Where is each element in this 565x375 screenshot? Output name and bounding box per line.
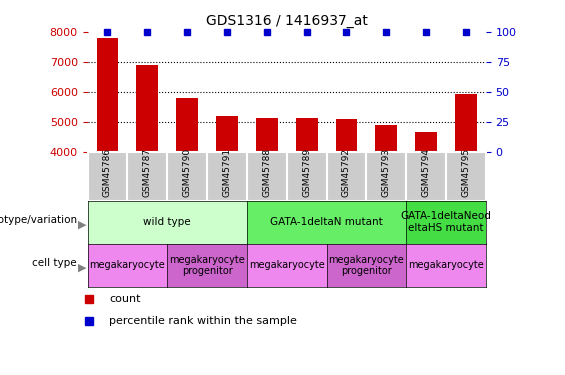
Text: GSM45795: GSM45795	[462, 148, 471, 197]
Text: ▶: ▶	[78, 262, 86, 273]
Text: percentile rank within the sample: percentile rank within the sample	[109, 316, 297, 326]
Text: megakaryocyte: megakaryocyte	[408, 260, 484, 270]
Text: GSM45787: GSM45787	[143, 148, 152, 197]
Text: genotype/variation: genotype/variation	[0, 215, 77, 225]
Title: GDS1316 / 1416937_at: GDS1316 / 1416937_at	[206, 14, 368, 28]
Text: GSM45793: GSM45793	[382, 148, 391, 197]
Text: count: count	[109, 294, 141, 304]
Text: megakaryocyte: megakaryocyte	[89, 260, 166, 270]
Bar	[336, 118, 358, 152]
Bar	[295, 118, 318, 152]
Text: GSM45788: GSM45788	[262, 148, 271, 197]
Text: GSM45790: GSM45790	[182, 148, 192, 197]
Text: GSM45791: GSM45791	[223, 148, 232, 197]
Text: wild type: wild type	[144, 217, 191, 227]
Text: GSM45792: GSM45792	[342, 148, 351, 197]
Bar	[216, 116, 238, 152]
Bar	[256, 118, 278, 152]
Text: cell type: cell type	[32, 258, 77, 268]
Text: GATA-1deltaN mutant: GATA-1deltaN mutant	[270, 217, 383, 227]
Bar	[375, 125, 397, 152]
Text: megakaryocyte
progenitor: megakaryocyte progenitor	[328, 255, 405, 276]
Text: GATA-1deltaNeod
eltaHS mutant: GATA-1deltaNeod eltaHS mutant	[401, 211, 492, 233]
Bar	[97, 38, 119, 152]
Bar	[455, 94, 477, 152]
Text: megakaryocyte
progenitor: megakaryocyte progenitor	[169, 255, 245, 276]
Text: GSM45789: GSM45789	[302, 148, 311, 197]
Text: megakaryocyte: megakaryocyte	[249, 260, 325, 270]
Text: GSM45786: GSM45786	[103, 148, 112, 197]
Text: ▶: ▶	[78, 219, 86, 230]
Bar	[415, 132, 437, 152]
Bar	[136, 66, 158, 152]
Text: GSM45794: GSM45794	[421, 148, 431, 197]
Bar	[176, 99, 198, 152]
